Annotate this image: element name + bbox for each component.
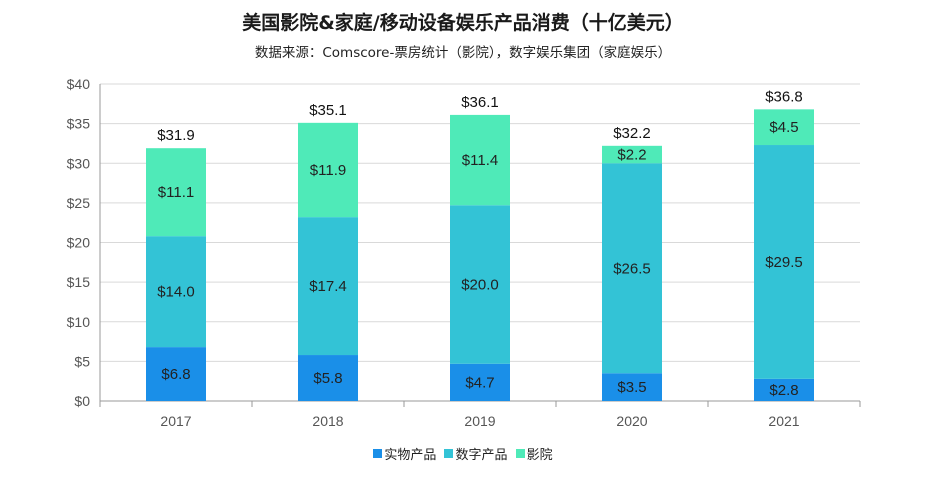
bar-segment-physical-2021 bbox=[754, 378, 814, 401]
legend-item-physical: 实物产品 bbox=[373, 444, 436, 463]
data-label-theater-2017: $11.1 bbox=[158, 184, 194, 201]
data-label-digital-2019: $20.0 bbox=[461, 277, 499, 294]
data-label-theater-2018: $11.9 bbox=[310, 162, 346, 179]
data-label-theater-2019: $11.4 bbox=[462, 152, 498, 169]
legend-item-theater: 影院 bbox=[515, 444, 553, 463]
x-tick-label-2017: 2017 bbox=[160, 413, 191, 429]
x-tick-label-2021: 2021 bbox=[768, 413, 799, 429]
y-tick-label: $35 bbox=[67, 116, 91, 132]
data-label-digital-2017: $14.0 bbox=[157, 284, 195, 301]
total-label-2019: $36.1 bbox=[461, 94, 499, 111]
total-label-2017: $31.9 bbox=[157, 127, 195, 144]
total-label-2021: $36.8 bbox=[765, 88, 803, 105]
data-label-digital-2020: $26.5 bbox=[613, 260, 651, 277]
y-tick-label: $20 bbox=[67, 235, 91, 251]
bar-segment-physical-2019 bbox=[450, 363, 510, 401]
bar-segment-physical-2018 bbox=[298, 355, 358, 401]
y-tick-label: $25 bbox=[67, 195, 91, 211]
bar-segment-digital-2020 bbox=[602, 163, 662, 374]
total-label-2020: $32.2 bbox=[613, 125, 651, 142]
data-label-physical-2020: $3.5 bbox=[617, 379, 646, 396]
y-tick-label: $0 bbox=[74, 393, 90, 409]
data-label-physical-2018: $5.8 bbox=[313, 370, 342, 387]
bar-segment-theater-2017 bbox=[146, 148, 206, 237]
bar-segment-theater-2021 bbox=[754, 109, 814, 146]
y-tick-label: $30 bbox=[67, 155, 91, 171]
legend-swatch-physical bbox=[373, 449, 383, 458]
chart-title: 美国影院&家庭/移动设备娱乐产品消费（十亿美元） bbox=[242, 12, 684, 34]
legend-label-digital: 数字产品 bbox=[455, 448, 508, 463]
chart-legend: 实物产品 数字产品 影院 bbox=[0, 444, 926, 463]
total-label-2018: $35.1 bbox=[309, 102, 347, 119]
legend-label-physical: 实物产品 bbox=[384, 448, 437, 463]
y-tick-label: $40 bbox=[67, 76, 91, 92]
x-tick-label-2020: 2020 bbox=[616, 413, 647, 429]
legend-item-digital: 数字产品 bbox=[444, 444, 508, 463]
legend-label-theater: 影院 bbox=[526, 448, 553, 463]
bar-segment-theater-2020 bbox=[602, 145, 662, 164]
bar-segment-physical-2017 bbox=[146, 347, 206, 401]
legend-swatch-theater bbox=[515, 449, 525, 458]
data-label-physical-2017: $6.8 bbox=[161, 366, 190, 383]
data-label-theater-2020: $2.2 bbox=[617, 147, 646, 164]
x-tick-label-2018: 2018 bbox=[312, 413, 343, 429]
y-tick-label: $5 bbox=[74, 353, 90, 369]
legend-swatch-digital bbox=[444, 449, 454, 458]
bar-segment-physical-2020 bbox=[602, 373, 662, 401]
data-label-theater-2021: $4.5 bbox=[769, 119, 798, 136]
data-label-digital-2021: $29.5 bbox=[765, 254, 803, 271]
y-tick-label: $15 bbox=[67, 274, 91, 290]
y-tick-label: $10 bbox=[67, 314, 91, 330]
data-label-digital-2018: $17.4 bbox=[309, 278, 347, 295]
bar-segment-theater-2019 bbox=[450, 114, 510, 206]
bar-segment-digital-2021 bbox=[754, 145, 814, 379]
bar-segment-theater-2018 bbox=[298, 122, 358, 218]
bar-segment-digital-2018 bbox=[298, 217, 358, 356]
bar-segment-digital-2017 bbox=[146, 236, 206, 348]
data-label-physical-2019: $4.7 bbox=[465, 374, 494, 391]
chart-subtitle: 数据来源：Comscore-票房统计（影院），数字娱乐集团（家庭娱乐） bbox=[254, 45, 672, 61]
x-tick-label-2019: 2019 bbox=[464, 413, 495, 429]
bar-segment-digital-2019 bbox=[450, 205, 510, 364]
data-label-physical-2021: $2.8 bbox=[769, 382, 798, 399]
